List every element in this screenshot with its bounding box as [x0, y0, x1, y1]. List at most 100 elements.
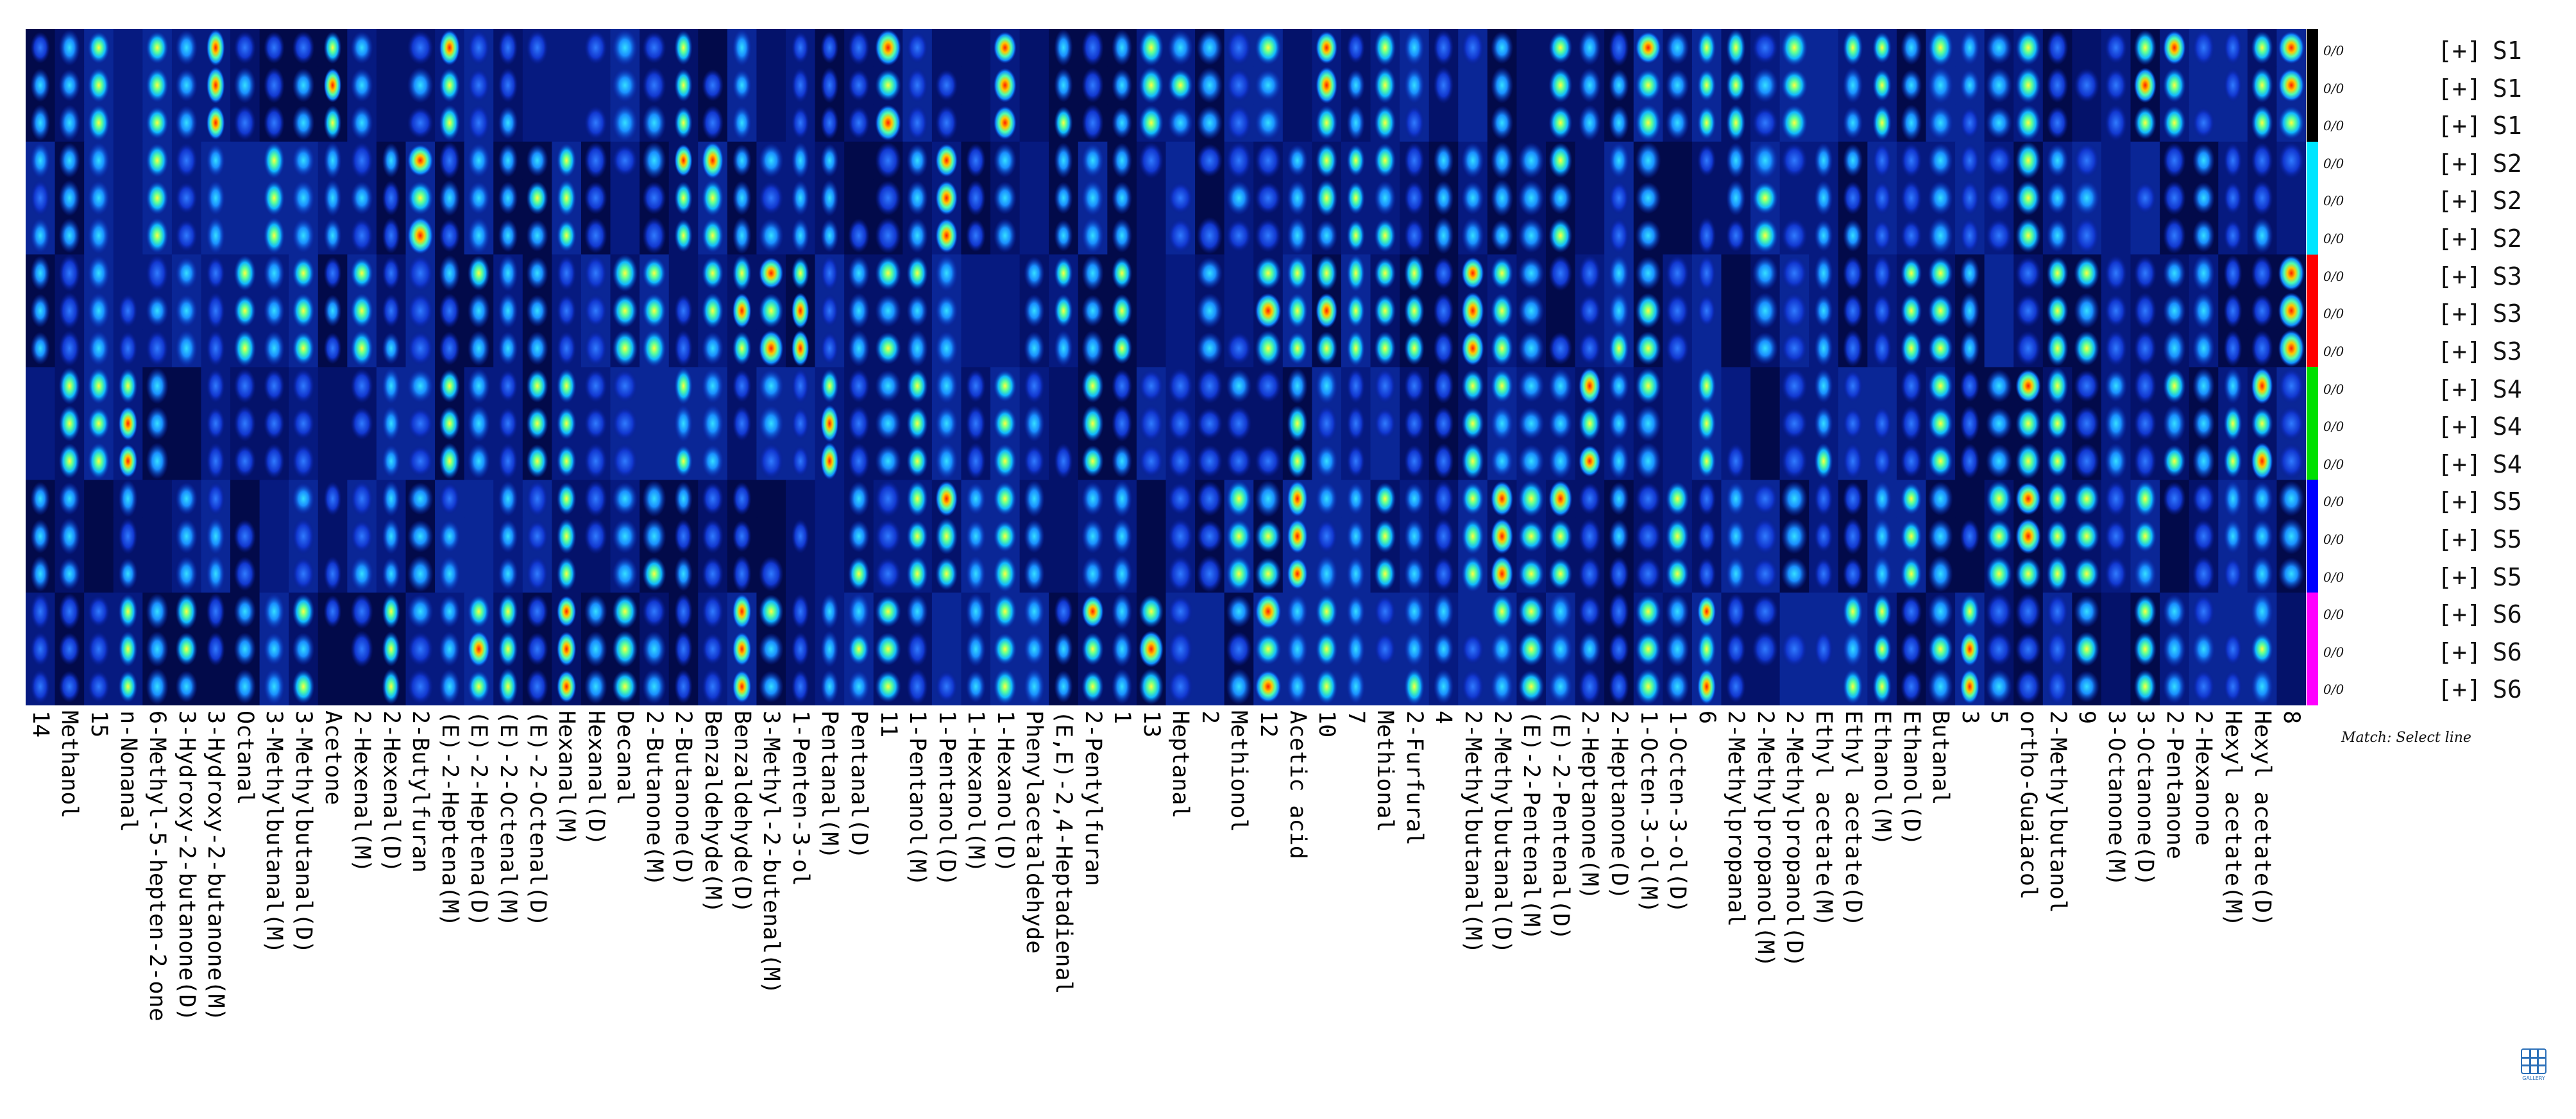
row-expand-toggle[interactable]: [+]	[2437, 525, 2482, 553]
heatmap-spot	[1461, 555, 1484, 593]
heatmap-spot	[2163, 180, 2186, 215]
row-expand-toggle[interactable]: [+]	[2437, 187, 2482, 215]
row-expand-toggle[interactable]: [+]	[2437, 74, 2482, 103]
row-entry[interactable]: 0/0 [+] S1	[2318, 67, 2575, 105]
row-expand-toggle[interactable]: [+]	[2437, 600, 2482, 629]
row-entry[interactable]: 0/0 [+] S6	[2318, 630, 2575, 668]
heatmap-spot	[2251, 142, 2273, 179]
row-entry[interactable]: 0/0 [+] S6	[2318, 668, 2575, 705]
heatmap-spot	[1024, 519, 1045, 553]
heatmap-spot	[407, 67, 434, 103]
heatmap-spot	[2251, 217, 2273, 254]
heatmap-spot	[1404, 557, 1425, 591]
heatmap-spot	[612, 144, 638, 177]
row-expand-toggle[interactable]: [+]	[2437, 337, 2482, 366]
heatmap-spot	[1752, 31, 1779, 64]
row-expand-toggle[interactable]: [+]	[2437, 450, 2482, 478]
row-entry[interactable]: 0/0 [+] S6	[2318, 593, 2575, 630]
heatmap-spot	[792, 31, 809, 64]
heatmap-spot	[382, 668, 400, 705]
heatmap-spot	[1814, 481, 1833, 516]
heatmap-spot	[1814, 142, 1833, 178]
row-entry[interactable]: 0/0 [+] S4	[2318, 442, 2575, 480]
column-label: 2-Butanone(M)	[641, 711, 667, 886]
row-expand-toggle[interactable]: [+]	[2437, 262, 2482, 290]
heatmap-cell	[1984, 254, 2014, 292]
column-label: Pentanal(M)	[817, 711, 843, 859]
heatmap-cell	[1516, 66, 1546, 105]
heatmap-spot	[118, 444, 138, 478]
heatmap-spot	[1518, 444, 1545, 478]
column-label: 2-Hexanone	[2190, 711, 2217, 846]
row-expand-toggle[interactable]: [+]	[2437, 412, 2482, 441]
heatmap-cell	[1721, 292, 1751, 330]
row-expand-toggle[interactable]: [+]	[2437, 374, 2482, 403]
heatmap-spot	[1548, 557, 1573, 590]
row-entry[interactable]: 0/0 [+] S1	[2318, 29, 2575, 67]
heatmap-spot	[233, 519, 256, 553]
row-expand-toggle[interactable]: [+]	[2437, 149, 2482, 178]
row-expand-toggle[interactable]: [+]	[2437, 637, 2482, 666]
row-entry[interactable]: 0/0 [+] S2	[2318, 142, 2575, 180]
heatmap-spot	[206, 257, 225, 290]
row-expand-toggle[interactable]: [+]	[2437, 562, 2482, 591]
heatmap-spot	[674, 445, 693, 477]
row-expand-toggle[interactable]: [+]	[2437, 675, 2482, 704]
gallery-button[interactable]: GALLERY	[2520, 1047, 2548, 1082]
heatmap-spot	[674, 593, 693, 630]
row-entry[interactable]: 0/0 [+] S4	[2318, 405, 2575, 442]
heatmap-spot	[1960, 594, 1980, 629]
row-entry[interactable]: 0/0 [+] S5	[2318, 555, 2575, 593]
heatmap-spot	[1461, 217, 1484, 254]
heatmap-spot	[2192, 594, 2215, 629]
heatmap-spot	[1548, 593, 1573, 630]
heatmap-spot	[264, 443, 285, 479]
row-entry[interactable]: 0/0 [+] S1	[2318, 104, 2575, 142]
heatmap-spot	[1843, 369, 1863, 403]
heatmap-spot	[2251, 294, 2273, 328]
row-entry[interactable]: 0/0 [+] S4	[2318, 367, 2575, 405]
row-ratio: 0/0	[2323, 118, 2344, 134]
heatmap-spot	[2133, 632, 2157, 666]
heatmap-spot	[264, 255, 285, 292]
column-label: Ethyl acetate(M)	[1810, 711, 1836, 927]
row-expand-toggle[interactable]: [+]	[2437, 37, 2482, 65]
heatmap-spot	[175, 142, 198, 178]
row-expand-toggle[interactable]: [+]	[2437, 299, 2482, 328]
row-expand-toggle[interactable]: [+]	[2437, 487, 2482, 516]
heatmap-spot	[1901, 330, 1922, 366]
heatmap-spot	[820, 669, 839, 704]
heatmap-spot	[1491, 293, 1514, 328]
heatmap-spot	[993, 594, 1017, 629]
heatmap-spot	[1635, 442, 1661, 480]
row-entry[interactable]: 0/0 [+] S2	[2318, 217, 2575, 255]
heatmap-spot	[1404, 218, 1425, 253]
heatmap-spot	[1579, 595, 1601, 628]
heatmap-spot	[292, 257, 315, 290]
group-color-segment	[2307, 66, 2318, 105]
heatmap-spot	[2278, 557, 2305, 591]
row-entry[interactable]: 0/0 [+] S2	[2318, 179, 2575, 217]
heatmap-spot	[848, 330, 870, 367]
heatmap-spot	[965, 520, 986, 553]
column-label: 1-Hexanol(M)	[963, 711, 989, 873]
heatmap-cell	[171, 442, 202, 480]
row-entry[interactable]: 0/0 [+] S3	[2318, 255, 2575, 292]
row-entry[interactable]: 0/0 [+] S3	[2318, 330, 2575, 367]
heatmap-spot	[1872, 69, 1892, 102]
heatmap-cell	[2130, 141, 2160, 180]
heatmap-spot	[1226, 556, 1252, 592]
row-expand-toggle[interactable]: [+]	[2437, 112, 2482, 140]
row-entry[interactable]: 0/0 [+] S5	[2318, 517, 2575, 555]
row-entry[interactable]: 0/0 [+] S5	[2318, 480, 2575, 517]
row-entry[interactable]: 0/0 [+] S3	[2318, 292, 2575, 330]
column-label: 2-Hexenal(D)	[378, 711, 404, 873]
heatmap-spot	[732, 670, 752, 703]
heatmap-cell	[580, 555, 611, 593]
row-expand-toggle[interactable]: [+]	[2437, 224, 2482, 253]
heatmap-spot	[1872, 255, 1892, 292]
heatmap-spot	[1609, 105, 1629, 140]
heatmap-spot	[1404, 594, 1425, 628]
heatmap-spot	[1024, 368, 1045, 404]
heatmap-spot	[1081, 369, 1104, 403]
